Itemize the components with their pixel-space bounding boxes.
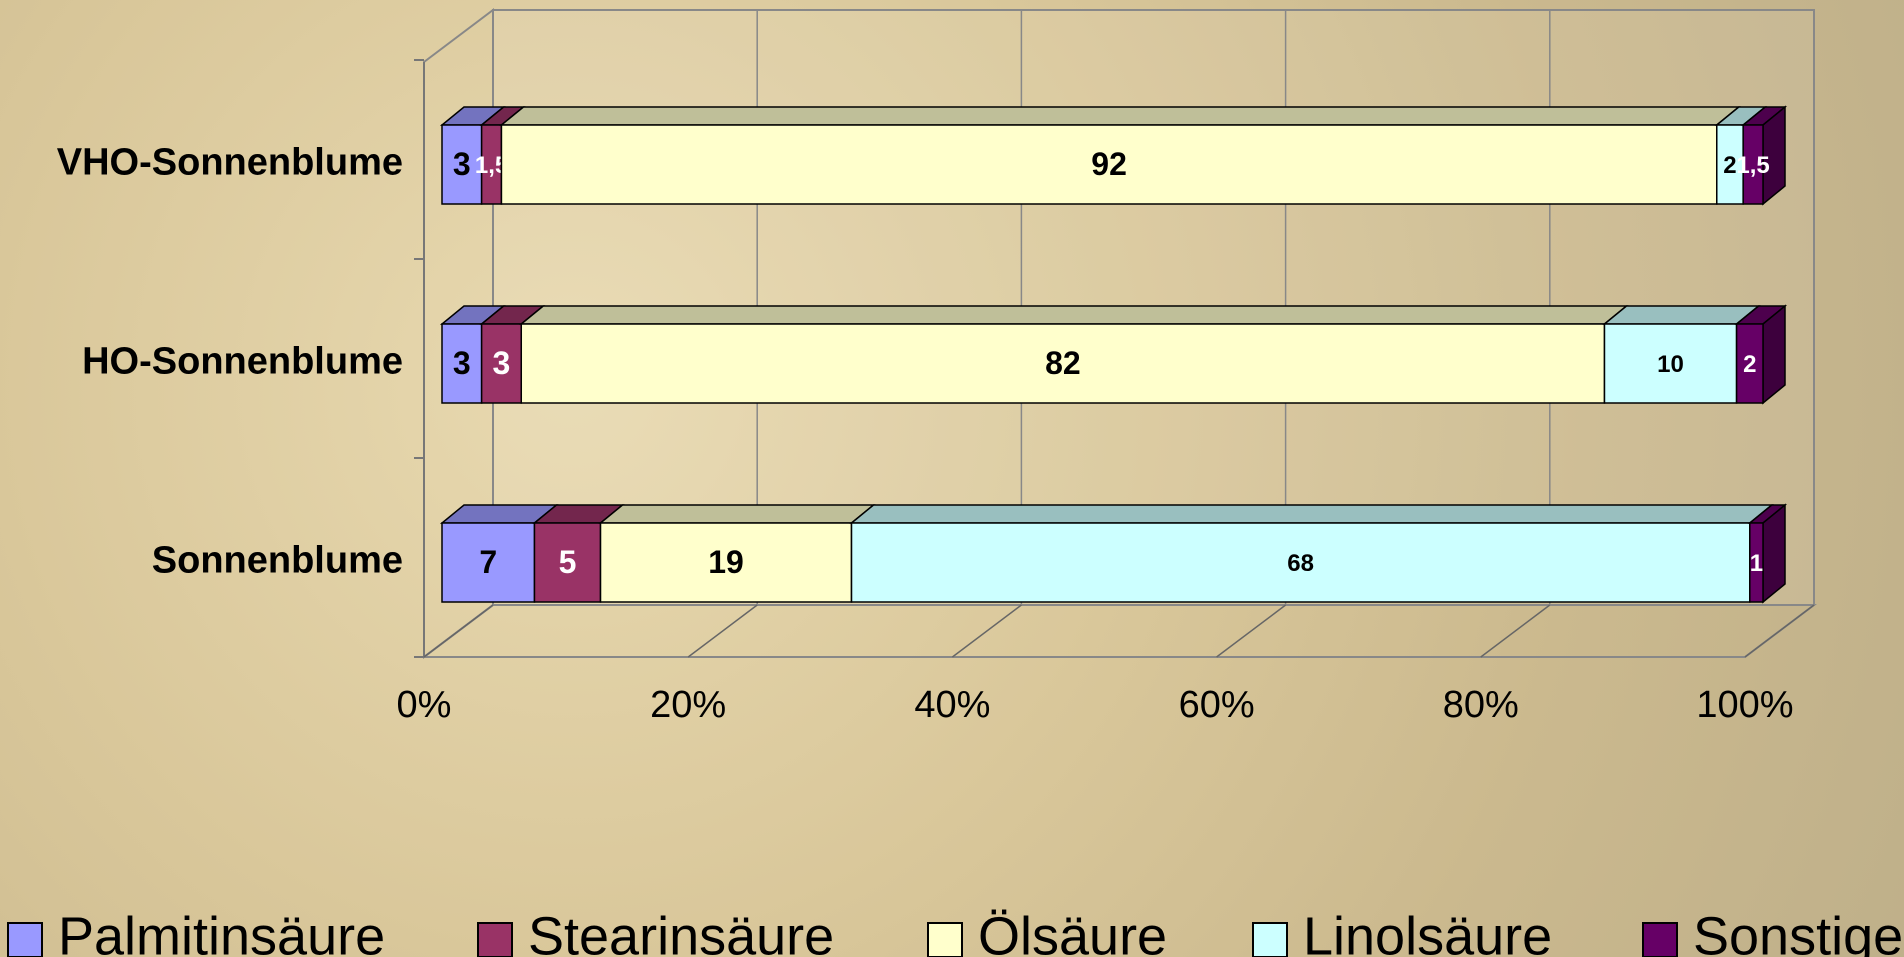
bar-top bbox=[852, 505, 1772, 523]
bar-top bbox=[521, 306, 1626, 324]
category-label: VHO-Sonnenblume bbox=[57, 142, 403, 184]
data-label: 68 bbox=[1287, 550, 1314, 577]
grid-line-floor bbox=[688, 605, 757, 657]
data-label: 1 bbox=[1750, 550, 1763, 577]
bar-side bbox=[1763, 505, 1785, 602]
data-label: 2 bbox=[1723, 152, 1736, 179]
category-label: Sonnenblume bbox=[152, 540, 403, 582]
legend-swatch bbox=[8, 923, 42, 957]
legend-swatch bbox=[928, 923, 962, 957]
legend-label: Sonstige bbox=[1693, 906, 1903, 957]
legend-swatch bbox=[478, 923, 512, 957]
data-label: 5 bbox=[559, 544, 577, 580]
data-label: 19 bbox=[708, 544, 744, 580]
legend-label: Linolsäure bbox=[1303, 906, 1552, 957]
grid-line-floor bbox=[1745, 605, 1814, 657]
x-tick-label: 0% bbox=[397, 684, 452, 726]
grid-line-floor bbox=[1481, 605, 1550, 657]
floor bbox=[424, 605, 1814, 657]
bar-top bbox=[601, 505, 874, 523]
x-tick-label: 60% bbox=[1179, 684, 1255, 726]
legend-label: Ölsäure bbox=[978, 906, 1167, 957]
bar-top bbox=[501, 107, 1738, 125]
data-label: 7 bbox=[479, 544, 497, 580]
bar-top bbox=[1604, 306, 1758, 324]
chart: 0% 20% 40% 60% 80% 100% Sonnenblume 7 5 19 68 1 HO-S… bbox=[0, 0, 1904, 957]
data-label: 1,5 bbox=[1736, 152, 1769, 179]
grid-line-floor bbox=[424, 605, 493, 657]
data-label: 3 bbox=[453, 345, 471, 381]
x-tick-label: 100% bbox=[1696, 684, 1793, 726]
x-tick-label: 40% bbox=[914, 684, 990, 726]
data-label: 3 bbox=[453, 146, 471, 182]
data-label: 92 bbox=[1091, 146, 1127, 182]
legend-swatch bbox=[1643, 923, 1677, 957]
data-label: 82 bbox=[1045, 345, 1081, 381]
x-tick-label: 80% bbox=[1443, 684, 1519, 726]
bar-side bbox=[1763, 306, 1785, 403]
grid-line-floor bbox=[952, 605, 1021, 657]
data-label: 3 bbox=[493, 345, 511, 381]
legend-label: Palmitinsäure bbox=[58, 906, 385, 957]
x-tick-label: 20% bbox=[650, 684, 726, 726]
category-label: HO-Sonnenblume bbox=[82, 341, 403, 383]
legend-label: Stearinsäure bbox=[528, 906, 834, 957]
data-label: 2 bbox=[1743, 351, 1756, 378]
legend-swatch bbox=[1253, 923, 1287, 957]
grid-line-floor bbox=[1217, 605, 1286, 657]
data-label: 10 bbox=[1657, 351, 1684, 378]
